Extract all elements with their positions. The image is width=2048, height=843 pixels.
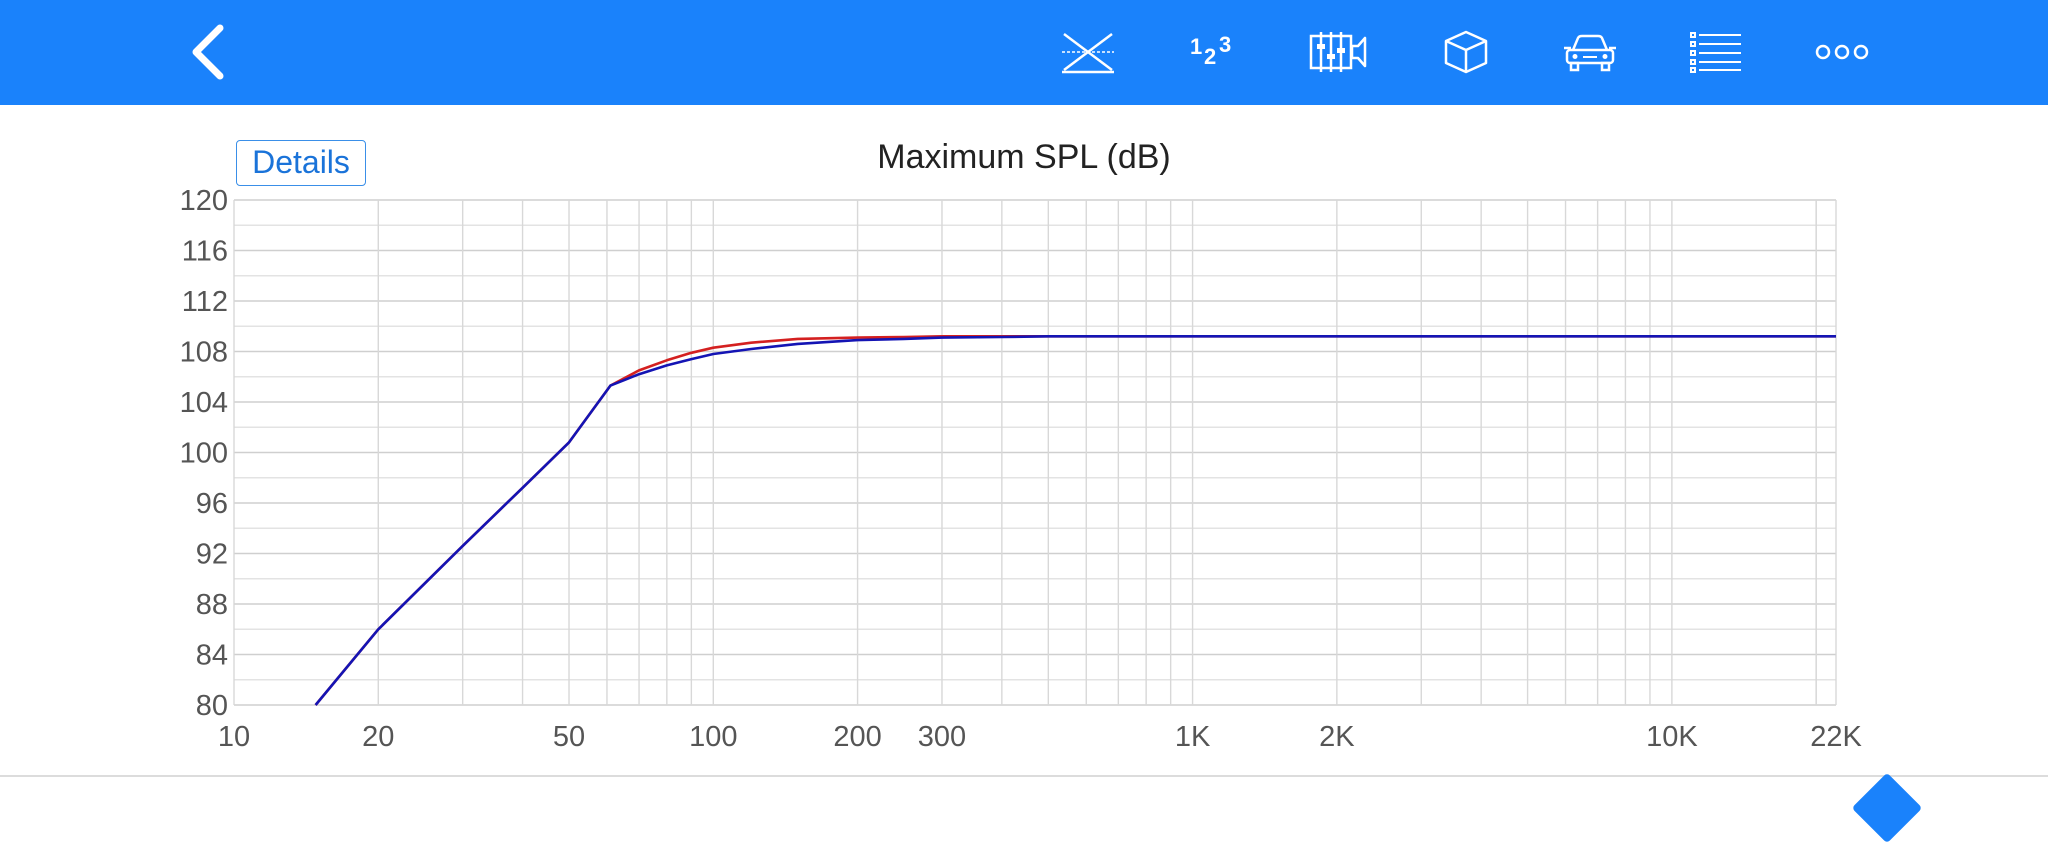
- y-tick-labels: 80 84 88 92 96 100 104 108 112 116 120: [180, 185, 228, 722]
- y-tick-label: 92: [196, 539, 228, 571]
- bottom-panel: [0, 772, 2048, 843]
- x-tick-label: 20: [362, 721, 394, 753]
- y-tick-label: 116: [182, 236, 228, 268]
- x-tick-label: 1K: [1175, 721, 1211, 753]
- x-tick-labels: 10 20 50 100 200 300 1K 2K 10K 22K: [218, 721, 1863, 753]
- back-button[interactable]: [176, 22, 240, 82]
- y-tick-label: 80: [196, 690, 228, 722]
- more-button[interactable]: [1810, 22, 1874, 82]
- y-tick-label: 108: [180, 337, 228, 369]
- numbers-glyph-1: 1: [1190, 34, 1202, 59]
- x-tick-label: 50: [553, 721, 585, 753]
- y-tick-label: 104: [180, 387, 228, 419]
- filter-bank-icon: [1309, 32, 1367, 72]
- series-line-2: [314, 334, 1836, 706]
- y-tick-label: 96: [196, 488, 228, 520]
- panel-toggle-tab[interactable]: [1851, 772, 1923, 843]
- x-tick-label: 200: [833, 721, 881, 753]
- y-tick-label: 112: [182, 286, 228, 318]
- y-tick-label: 120: [180, 185, 228, 217]
- more-icon: [1815, 44, 1869, 60]
- y-tick-label: 100: [180, 438, 228, 470]
- car-icon: [1564, 34, 1616, 72]
- filter-bank-button[interactable]: [1306, 22, 1370, 82]
- crossover-icon: [1062, 32, 1114, 74]
- x-tick-label: 2K: [1319, 721, 1355, 753]
- series-line-1: [314, 334, 1836, 706]
- number-123-icon: 1 2 3: [1190, 32, 1231, 69]
- x-tick-label: 10: [218, 721, 250, 753]
- x-tick-label: 100: [689, 721, 737, 753]
- details-button[interactable]: Details: [236, 140, 366, 186]
- grid-lines: [233, 199, 1837, 706]
- numbers-glyph-2: 2: [1204, 44, 1216, 69]
- x-tick-label: 10K: [1646, 721, 1698, 753]
- back-chevron-icon: [192, 24, 224, 80]
- y-tick-label: 84: [196, 640, 228, 672]
- enclosure-button[interactable]: [1434, 22, 1498, 82]
- spl-chart: 80 84 88 92 96 100 104 108 112 116 120 10 20 50 100 20…: [0, 105, 2048, 775]
- list-icon: [1690, 32, 1741, 73]
- y-tick-label: 88: [196, 589, 228, 621]
- top-toolbar: 1 2 3: [0, 0, 2048, 105]
- crossover-button[interactable]: [1056, 22, 1120, 82]
- box-icon: [1444, 30, 1488, 74]
- list-button[interactable]: [1684, 22, 1748, 82]
- series-lines: [314, 334, 1836, 706]
- numbers-button[interactable]: 1 2 3: [1180, 22, 1244, 82]
- numbers-glyph-3: 3: [1219, 32, 1231, 57]
- x-tick-label: 300: [918, 721, 966, 753]
- chart-plot: 80 84 88 92 96 100 104 108 112 116 120 10 20 50 100 20…: [180, 185, 1863, 753]
- car-button[interactable]: [1558, 22, 1622, 82]
- x-tick-label: 22K: [1810, 721, 1862, 753]
